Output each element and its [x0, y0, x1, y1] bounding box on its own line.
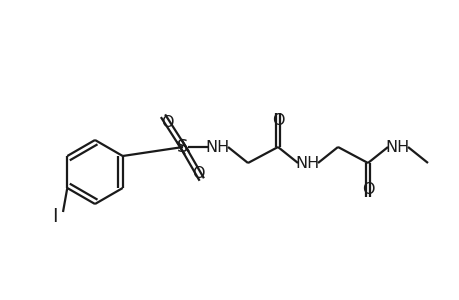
- Text: S: S: [177, 138, 188, 156]
- Text: O: O: [361, 182, 374, 197]
- Text: NH: NH: [385, 140, 409, 154]
- Text: NH: NH: [206, 140, 230, 154]
- Text: O: O: [191, 166, 204, 181]
- Text: NH: NH: [295, 155, 319, 170]
- Text: I: I: [52, 208, 58, 226]
- Text: O: O: [271, 112, 284, 128]
- Text: O: O: [160, 115, 173, 130]
